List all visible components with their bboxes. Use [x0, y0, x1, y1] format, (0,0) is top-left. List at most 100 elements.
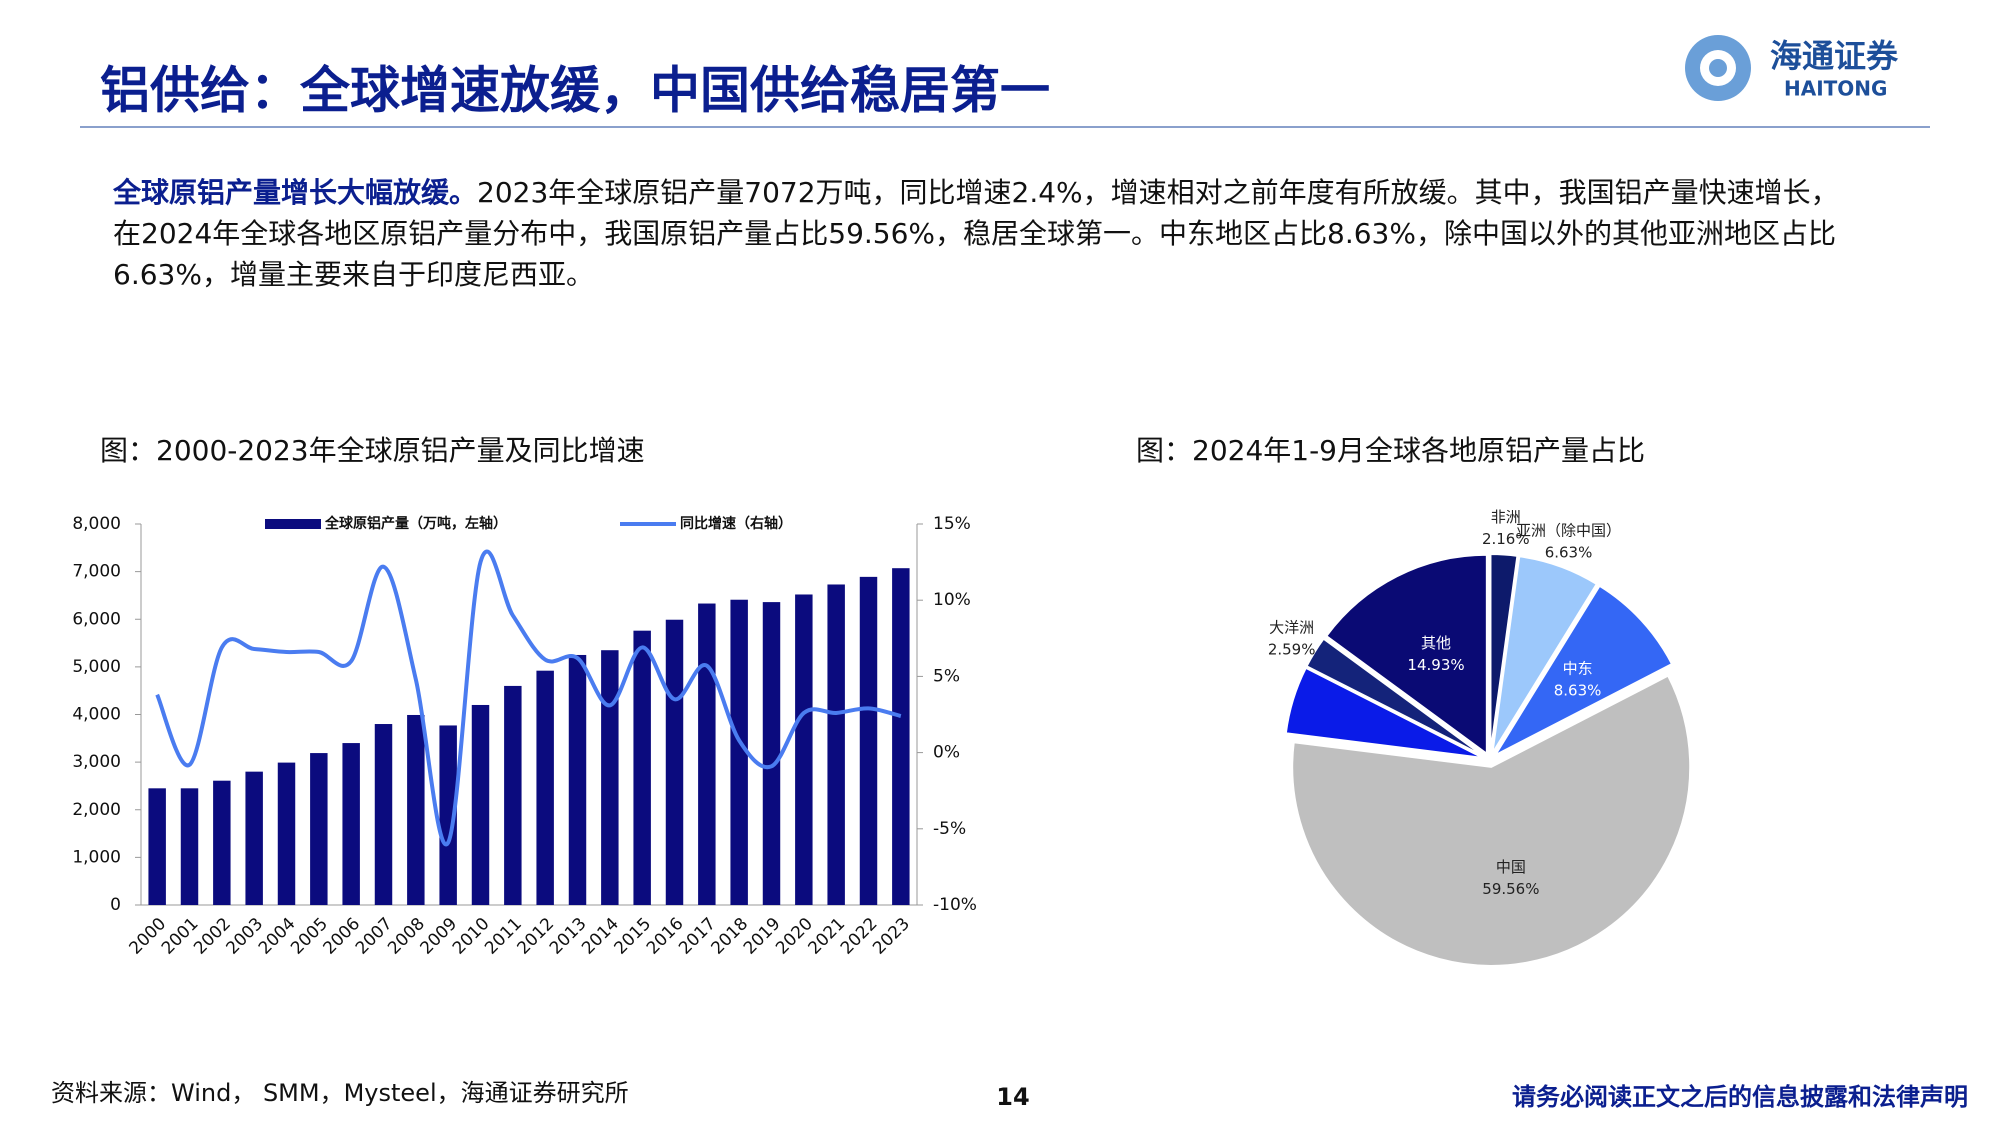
slice-label: 中国 [1496, 858, 1526, 876]
bar [245, 771, 263, 905]
y2-tick-label: 0% [933, 743, 960, 763]
bar [730, 599, 748, 905]
bar [439, 725, 457, 905]
summary-paragraph: 全球原铝产量增长大幅放缓。2023年全球原铝产量7072万吨，同比增速2.4%，… [113, 172, 1853, 295]
y2-tick-label: -10% [933, 895, 977, 915]
x-tick-label: 2019 [740, 914, 785, 959]
chart-caption: 图：2000-2023年全球原铝产量及同比增速 [100, 434, 645, 467]
bar [471, 704, 490, 905]
slice-label: 其他 [1421, 634, 1451, 652]
x-tick-label: 2009 [417, 914, 462, 959]
x-tick-label: 2021 [805, 914, 850, 959]
x-tick-label: 2015 [611, 914, 656, 959]
y-tick-label: 1,000 [72, 847, 121, 867]
x-tick-label: 2003 [223, 914, 268, 959]
source-note: 资料来源：Wind， SMM，Mysteel，海通证券研究所 [51, 1079, 629, 1107]
y2-tick-label: 15% [933, 514, 971, 534]
slice-value-label: 8.63% [1554, 681, 1602, 699]
bar [504, 685, 522, 905]
x-tick-label: 2018 [708, 914, 753, 959]
logo: 海通证券 HAITONG [1685, 35, 1899, 101]
y-tick-label: 7,000 [72, 562, 121, 582]
bar [892, 568, 910, 905]
bar [698, 603, 716, 905]
x-tick-label: 2001 [158, 914, 203, 959]
y-tick-label: 8,000 [72, 514, 121, 534]
slice-label: 亚洲（除中国） [1516, 521, 1621, 539]
slice-value-label: 6.63% [1545, 543, 1593, 561]
bar [762, 602, 781, 905]
y2-tick-label: 5% [933, 666, 960, 686]
x-tick-label: 2010 [449, 914, 494, 959]
lead-sentence: 全球原铝产量增长大幅放缓。 [113, 176, 478, 209]
y-tick-label: 6,000 [72, 609, 121, 629]
bar [180, 788, 199, 905]
legend-swatch [265, 519, 321, 529]
disclaimer: 请务必阅读正文之后的信息披露和法律声明 [1512, 1083, 1968, 1111]
x-tick-label: 2000 [126, 914, 171, 959]
x-tick-label: 2008 [384, 914, 429, 959]
pie-slice [1491, 555, 1599, 754]
logo-en: HAITONG [1784, 77, 1887, 101]
x-tick-label: 2014 [578, 914, 623, 959]
pie-slice [1489, 553, 1519, 754]
x-tick-label: 2005 [287, 914, 332, 959]
x-tick-label: 2023 [869, 914, 914, 959]
slice-value-label: 59.56% [1482, 880, 1539, 898]
slide-title: 铝供给：全球增速放缓，中国供给稳居第一 [100, 62, 1050, 120]
y-tick-label: 0 [110, 895, 121, 915]
bar [213, 780, 231, 905]
slice-value-label: 2.16% [1482, 530, 1530, 548]
y2-tick-label: 10% [933, 590, 971, 610]
page-number: 14 [996, 1083, 1029, 1111]
x-tick-label: 2016 [643, 914, 688, 959]
x-tick-label: 2022 [837, 914, 882, 959]
x-tick-label: 2011 [481, 914, 526, 959]
bar [148, 788, 166, 905]
bar [795, 594, 813, 905]
x-tick-label: 2007 [352, 914, 397, 959]
pie-slice [1305, 637, 1485, 758]
line [155, 549, 902, 847]
bar [277, 762, 296, 905]
slice-label: 大洋洲 [1269, 619, 1314, 637]
y-tick-label: 4,000 [72, 705, 121, 725]
pie-slice [1291, 674, 1692, 967]
y-tick-label: 2,000 [72, 800, 121, 820]
slice-value-label: 14.93% [1407, 656, 1464, 674]
x-tick-label: 2013 [546, 914, 591, 959]
chart-caption: 图：2024年1-9月全球各地原铝产量占比 [1136, 434, 1645, 467]
x-tick-label: 2002 [190, 914, 235, 959]
x-tick-label: 2020 [772, 914, 817, 959]
bar [827, 584, 845, 905]
body-text: 2023年全球原铝产量7072万吨，同比增速2.4%，增速相对之前年度有所放缓。… [113, 176, 1839, 291]
slice-label: 非洲 [1491, 508, 1521, 526]
x-tick-label: 2004 [255, 914, 300, 959]
legend-label: 同比增速（右轴） [680, 515, 792, 532]
bar [342, 743, 360, 905]
y2-tick-label: -5% [933, 819, 966, 839]
logo-cn: 海通证券 [1770, 37, 1899, 75]
bar [374, 724, 393, 905]
bar [633, 630, 651, 905]
bar [536, 670, 554, 905]
pie-slice [1284, 666, 1484, 759]
x-tick-label: 2006 [320, 914, 365, 959]
y-tick-label: 3,000 [72, 752, 121, 772]
slice-label: 中东 [1563, 659, 1593, 677]
x-tick-label: 2017 [675, 914, 720, 959]
bar [310, 753, 328, 905]
bar [407, 714, 425, 905]
y-tick-label: 5,000 [72, 657, 121, 677]
legend-label: 全球原铝产量（万吨，左轴） [324, 515, 507, 532]
bar [859, 576, 878, 905]
x-tick-label: 2012 [514, 914, 559, 959]
pie-slice [1324, 553, 1488, 756]
bar [568, 654, 587, 905]
bar [601, 650, 619, 905]
bar [665, 619, 684, 905]
pie-slice [1492, 584, 1674, 758]
slice-value-label: 2.59% [1268, 641, 1316, 659]
